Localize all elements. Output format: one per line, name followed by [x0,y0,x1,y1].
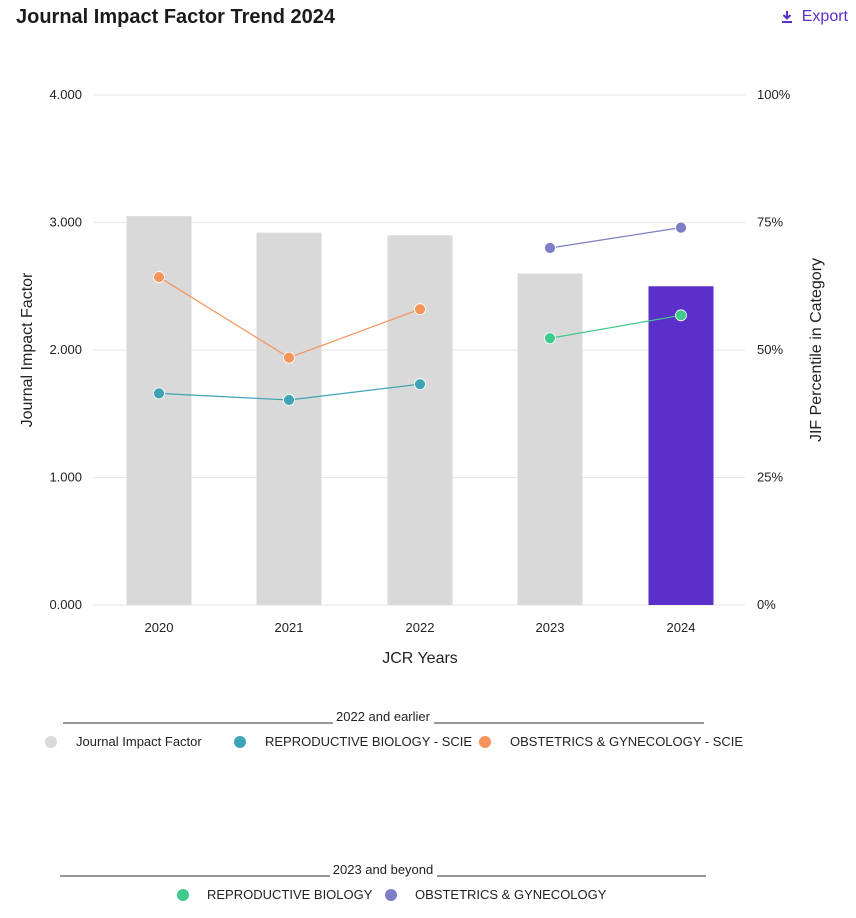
point-reproductive-biology-scie [283,394,295,406]
point-obstetrics-gynecology-scie [414,303,426,316]
legend-marker [45,736,57,748]
legend-group-label: 2022 and earlier [336,709,431,724]
x-tick-label: 2021 [275,620,304,635]
y2-tick-label: 25% [757,470,783,485]
point-obstetrics-gynecology-scie [283,351,295,364]
legend-label: REPRODUCTIVE BIOLOGY - SCIE [265,734,472,749]
y-tick-label: 1.000 [49,470,82,485]
x-tick-label: 2022 [406,620,435,635]
bar-2024 [648,286,714,605]
legend-label: Journal Impact Factor [76,734,202,749]
legend-marker [385,889,397,901]
legend-label: OBSTETRICS & GYNECOLOGY - SCIE [510,734,743,749]
y2-tick-label: 100% [757,87,791,102]
point-obstetrics-gynecology [675,221,687,234]
x-axis-title: JCR Years [382,650,458,667]
y-tick-label: 2.000 [49,342,82,357]
point-reproductive-biology-scie [414,378,426,391]
y-tick-label: 0.000 [49,597,82,612]
y2-axis-title: JIF Percentile in Category [808,258,825,442]
export-button[interactable]: Export [780,8,848,26]
legend-marker [177,889,189,901]
y2-tick-label: 75% [757,215,783,230]
x-tick-label: 2024 [667,620,696,635]
legend-label: OBSTETRICS & GYNECOLOGY [415,887,607,902]
legend-marker [479,736,491,748]
x-tick-label: 2020 [145,620,174,635]
point-obstetrics-gynecology [544,242,556,254]
legend-group-label: 2023 and beyond [333,862,433,877]
export-label: Export [801,8,848,25]
bar-2023 [517,273,583,605]
point-reproductive-biology [544,332,556,345]
series-line-reproductive-biology [549,314,682,339]
y-tick-label: 4.000 [49,87,82,102]
y2-tick-label: 50% [757,342,783,357]
series-line-obstetrics-gynecology [549,227,682,249]
page-title: Journal Impact Factor Trend 2024 [16,6,335,28]
point-reproductive-biology [675,309,687,322]
y2-tick-label: 0% [757,597,776,612]
y-axis-title: Journal Impact Factor [19,272,36,427]
point-obstetrics-gynecology-scie [153,271,165,283]
legend-label: REPRODUCTIVE BIOLOGY [207,887,373,902]
legend-marker [234,736,246,748]
x-tick-label: 2023 [536,620,565,635]
point-reproductive-biology-scie [153,387,165,400]
bar-2021 [256,232,322,605]
bar-2022 [387,235,453,605]
y-tick-label: 3.000 [49,215,82,230]
download-icon [781,11,792,23]
